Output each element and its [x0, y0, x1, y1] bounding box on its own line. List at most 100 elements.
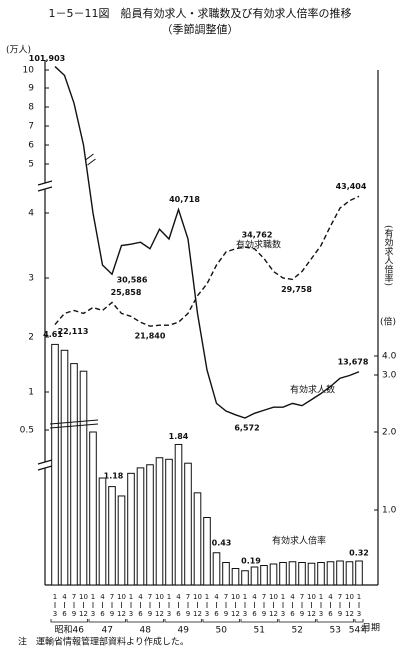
year-label: 50 — [216, 626, 228, 636]
x-tick-label: 12 — [193, 610, 202, 618]
year-label: 49 — [178, 626, 190, 636]
x-tick-label: 3 — [167, 610, 171, 618]
data-label: 13,678 — [338, 357, 369, 366]
bar — [212, 552, 221, 586]
x-tick-label: 9 — [262, 610, 266, 618]
x-tick-label: 3 — [281, 610, 285, 618]
bar — [193, 492, 202, 586]
bar — [250, 566, 259, 586]
y-tick-label: 7 — [28, 122, 34, 132]
data-label: 0.43 — [212, 538, 232, 547]
y2-unit: (倍) — [380, 316, 396, 328]
y-tick-label: 8 — [28, 103, 34, 113]
x-tick-label: 10 — [345, 593, 354, 601]
data-label: 25,858 — [111, 288, 142, 297]
y-tick-label: 4 — [28, 209, 34, 219]
y-tick-label: 2 — [28, 333, 34, 343]
x-tick-label: 7 — [262, 593, 266, 601]
bar — [127, 472, 135, 586]
y2-tick-label: 1.0 — [382, 506, 397, 516]
x-tick-label: 1 — [91, 593, 95, 601]
y-axis-label: (万人) — [6, 45, 31, 56]
bar — [51, 343, 59, 586]
x-tick-label: 7 — [224, 593, 228, 601]
bar — [231, 568, 240, 586]
x-tick-label: 1 — [167, 593, 171, 601]
bar — [355, 560, 363, 586]
bar — [165, 458, 173, 586]
bar — [317, 562, 325, 586]
x-tick-label: 7 — [148, 593, 152, 601]
bar — [203, 517, 211, 586]
bar — [288, 561, 297, 586]
data-label: 29,758 — [281, 285, 312, 294]
x-tick-label: 12 — [231, 610, 240, 618]
chart-title: 1－5－11図 船員有効求人・求職数及び有効求人倍率の推移 — [49, 6, 352, 20]
x-tick-label: 10 — [193, 593, 202, 601]
data-label: 1.18 — [104, 471, 124, 480]
bar — [307, 562, 316, 586]
x-tick-label: 6 — [100, 610, 105, 618]
x-tick-label: 1 — [243, 593, 247, 601]
axis-break — [37, 180, 53, 471]
series-label: 有効求人倍率 — [272, 535, 326, 547]
x-tick-label: 4 — [290, 593, 295, 601]
bar — [70, 363, 78, 586]
data-label: 21,840 — [135, 332, 166, 341]
year-bracket — [354, 619, 364, 623]
x-tick-label: 10 — [155, 593, 164, 601]
y-tick-label: 3 — [28, 274, 34, 284]
y2-axis-label: (有効求人倍率) — [383, 225, 394, 286]
year-bracket — [164, 619, 202, 623]
x-tick-label: 4 — [176, 593, 181, 601]
data-label: 43,404 — [336, 182, 367, 191]
bar — [174, 443, 183, 586]
x-tick-label: 1 — [357, 593, 361, 601]
year-bracket — [50, 619, 88, 623]
bar — [326, 561, 335, 586]
x-tick-label: 6 — [214, 610, 219, 618]
x-tick-label: 1 — [129, 593, 133, 601]
line — [54, 195, 360, 327]
y2-tick-label: 3.0 — [382, 371, 397, 381]
x-tick-label: 7 — [186, 593, 190, 601]
year-bracket — [88, 619, 126, 623]
x-tick-label: 4 — [138, 593, 143, 601]
x-tick-label: 9 — [72, 610, 76, 618]
bar — [79, 370, 88, 586]
x-tick-label: 6 — [138, 610, 143, 618]
x-tick-label: 4 — [328, 593, 333, 601]
x-tick-label: 9 — [186, 610, 190, 618]
bar — [60, 349, 69, 586]
year-label: 54年 — [349, 624, 369, 636]
x-tick-label: 7 — [338, 593, 342, 601]
x-tick-label: 1 — [53, 593, 57, 601]
period-label: 月期 — [362, 623, 380, 634]
bar — [117, 495, 126, 586]
x-tick-label: 10 — [79, 593, 88, 601]
line — [54, 66, 360, 419]
x-tick-label: 9 — [338, 610, 342, 618]
x-tick-label: 9 — [148, 610, 152, 618]
bar — [155, 457, 164, 586]
data-label: 101,903 — [29, 54, 65, 63]
x-tick-label: 10 — [117, 593, 126, 601]
year-label: 53 — [330, 626, 341, 636]
x-tick-label: 6 — [176, 610, 181, 618]
x-tick-label: 6 — [290, 610, 295, 618]
bar — [279, 562, 287, 586]
x-tick-label: 10 — [307, 593, 316, 601]
x-tick-label: 12 — [307, 610, 316, 618]
bar — [269, 563, 278, 586]
year-bracket — [202, 619, 240, 623]
year-label: 昭和46 — [55, 625, 85, 636]
x-tick-label: 4 — [252, 593, 257, 601]
x-tick-label: 12 — [117, 610, 126, 618]
bar — [345, 561, 354, 586]
bar — [136, 467, 145, 586]
data-label: 40,718 — [169, 195, 200, 204]
y-tick-label: 5 — [28, 160, 34, 170]
y-tick-label: 6 — [28, 141, 34, 151]
